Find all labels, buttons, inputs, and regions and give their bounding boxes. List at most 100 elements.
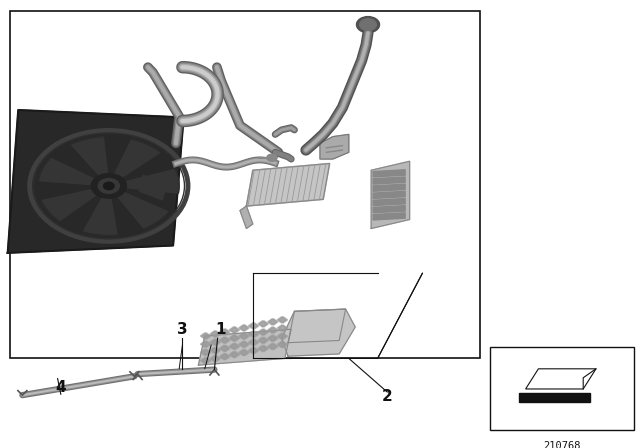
- Polygon shape: [229, 335, 238, 341]
- Polygon shape: [240, 206, 253, 228]
- Circle shape: [91, 173, 126, 198]
- Polygon shape: [373, 177, 405, 184]
- Polygon shape: [231, 327, 240, 333]
- Polygon shape: [269, 327, 278, 333]
- Polygon shape: [277, 333, 286, 340]
- Polygon shape: [279, 325, 288, 331]
- Polygon shape: [210, 347, 219, 353]
- Polygon shape: [279, 341, 288, 348]
- Circle shape: [356, 17, 380, 33]
- Polygon shape: [258, 345, 267, 352]
- Polygon shape: [200, 341, 209, 347]
- Text: 2: 2: [382, 389, 392, 404]
- Polygon shape: [373, 184, 405, 191]
- Polygon shape: [140, 175, 166, 200]
- Polygon shape: [220, 353, 228, 360]
- Polygon shape: [250, 339, 259, 345]
- Polygon shape: [221, 337, 230, 343]
- Polygon shape: [200, 349, 209, 356]
- Polygon shape: [277, 317, 286, 323]
- Polygon shape: [39, 158, 97, 185]
- Polygon shape: [221, 353, 230, 360]
- Polygon shape: [258, 329, 267, 335]
- Polygon shape: [260, 337, 269, 344]
- Polygon shape: [239, 333, 248, 339]
- Polygon shape: [221, 329, 230, 335]
- Circle shape: [104, 182, 114, 190]
- Polygon shape: [229, 343, 238, 349]
- Polygon shape: [42, 189, 99, 221]
- Polygon shape: [373, 206, 405, 213]
- Polygon shape: [373, 198, 405, 206]
- Polygon shape: [241, 349, 250, 356]
- Polygon shape: [231, 335, 240, 341]
- Polygon shape: [220, 345, 228, 352]
- Polygon shape: [248, 331, 257, 337]
- Polygon shape: [211, 347, 220, 353]
- Polygon shape: [239, 349, 248, 356]
- Bar: [490, 347, 634, 430]
- Polygon shape: [269, 343, 278, 349]
- Polygon shape: [241, 333, 250, 339]
- Polygon shape: [277, 325, 286, 331]
- Polygon shape: [241, 325, 250, 331]
- Polygon shape: [248, 339, 257, 345]
- Polygon shape: [210, 331, 219, 337]
- Polygon shape: [211, 339, 220, 345]
- Polygon shape: [268, 343, 276, 349]
- Polygon shape: [250, 331, 259, 337]
- Circle shape: [98, 178, 119, 193]
- Polygon shape: [268, 335, 276, 341]
- Polygon shape: [202, 349, 211, 356]
- Text: 4: 4: [56, 380, 66, 395]
- Polygon shape: [221, 345, 230, 352]
- Text: 1: 1: [216, 322, 226, 337]
- Polygon shape: [122, 169, 179, 193]
- Polygon shape: [113, 139, 160, 179]
- Polygon shape: [231, 343, 240, 349]
- Polygon shape: [83, 195, 117, 235]
- Polygon shape: [210, 356, 219, 362]
- Circle shape: [267, 154, 277, 161]
- Text: 210768: 210768: [543, 441, 580, 448]
- Polygon shape: [248, 348, 257, 354]
- Polygon shape: [246, 164, 330, 206]
- Polygon shape: [250, 348, 259, 354]
- Polygon shape: [116, 191, 168, 228]
- Polygon shape: [268, 319, 276, 325]
- Polygon shape: [200, 333, 209, 339]
- Polygon shape: [239, 341, 248, 348]
- Polygon shape: [241, 341, 250, 348]
- Polygon shape: [371, 161, 410, 228]
- Polygon shape: [229, 351, 238, 358]
- Polygon shape: [288, 309, 346, 343]
- Polygon shape: [277, 341, 286, 348]
- Bar: [10, 11, 480, 358]
- Bar: [519, 392, 589, 402]
- Polygon shape: [231, 351, 240, 358]
- Polygon shape: [258, 337, 267, 344]
- Polygon shape: [200, 358, 209, 364]
- Polygon shape: [220, 337, 228, 343]
- Polygon shape: [525, 369, 596, 389]
- Polygon shape: [239, 325, 248, 331]
- Polygon shape: [260, 321, 269, 327]
- Polygon shape: [211, 331, 220, 337]
- Polygon shape: [279, 317, 288, 323]
- Polygon shape: [373, 213, 405, 220]
- Polygon shape: [258, 321, 267, 327]
- Polygon shape: [211, 356, 220, 362]
- Polygon shape: [260, 345, 269, 352]
- Polygon shape: [373, 191, 405, 198]
- Polygon shape: [282, 309, 355, 356]
- Polygon shape: [279, 333, 288, 340]
- Polygon shape: [269, 319, 278, 325]
- Polygon shape: [269, 335, 278, 341]
- Polygon shape: [250, 323, 259, 329]
- Polygon shape: [260, 329, 269, 335]
- Polygon shape: [8, 110, 184, 253]
- Polygon shape: [229, 327, 238, 333]
- Polygon shape: [373, 170, 405, 177]
- Polygon shape: [202, 333, 211, 339]
- Text: 3: 3: [177, 322, 188, 337]
